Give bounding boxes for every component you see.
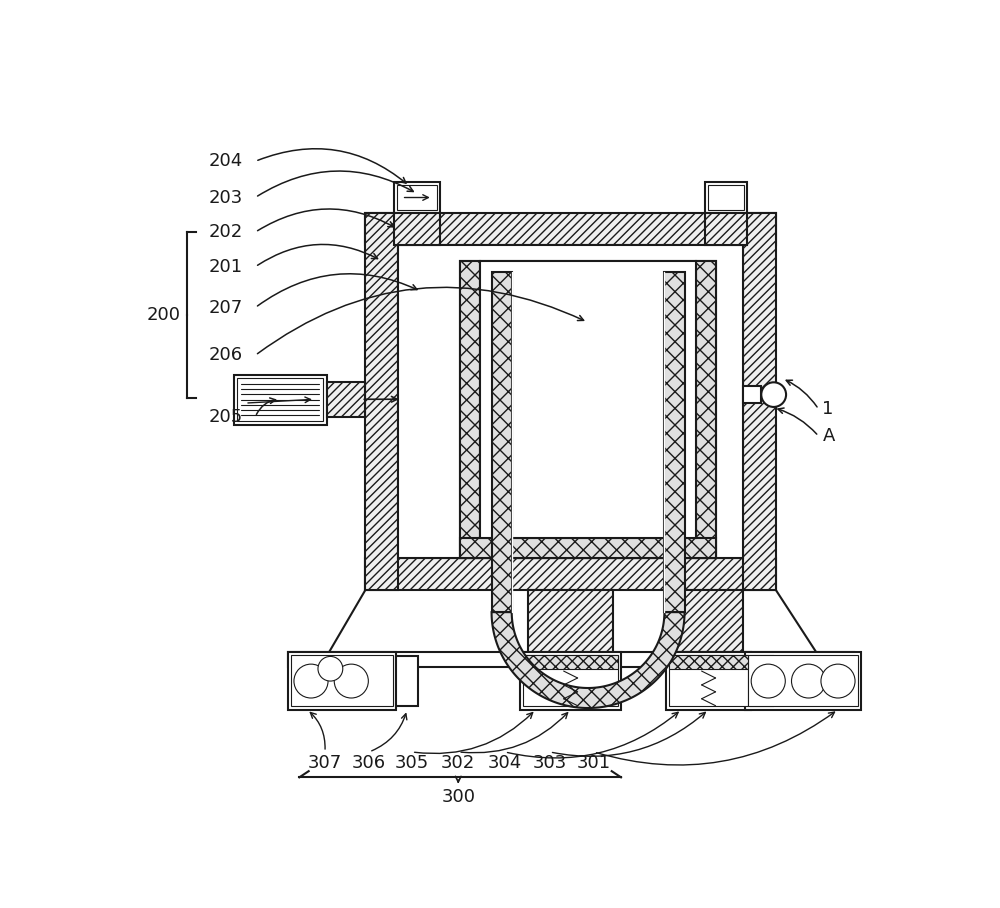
Bar xyxy=(666,652,751,709)
Bar xyxy=(291,655,393,706)
Bar xyxy=(398,245,743,558)
Bar xyxy=(751,656,773,706)
Bar xyxy=(669,655,748,706)
Circle shape xyxy=(334,664,368,698)
Bar xyxy=(394,212,440,245)
Bar xyxy=(748,655,858,706)
Circle shape xyxy=(751,664,785,698)
Text: 307: 307 xyxy=(308,755,342,773)
Text: 306: 306 xyxy=(352,755,386,773)
Bar xyxy=(708,185,744,210)
Text: 204: 204 xyxy=(209,153,243,171)
Bar xyxy=(520,652,621,709)
Bar xyxy=(480,261,696,538)
Circle shape xyxy=(318,656,343,681)
Bar xyxy=(743,386,761,403)
Text: 200: 200 xyxy=(147,306,181,324)
Text: 300: 300 xyxy=(441,787,475,805)
Text: 203: 203 xyxy=(209,189,243,206)
Bar xyxy=(523,655,618,706)
Bar xyxy=(288,652,528,667)
Bar xyxy=(288,652,396,709)
Bar xyxy=(743,212,776,590)
Bar xyxy=(394,183,440,212)
Text: 304: 304 xyxy=(488,755,522,773)
Text: 1: 1 xyxy=(822,400,834,419)
Text: 302: 302 xyxy=(441,755,475,773)
Text: 206: 206 xyxy=(209,346,243,364)
Text: 202: 202 xyxy=(209,223,243,242)
Bar xyxy=(365,212,776,245)
Bar xyxy=(365,558,776,590)
Bar xyxy=(674,590,743,652)
Circle shape xyxy=(761,382,786,407)
Bar xyxy=(696,261,716,558)
Bar xyxy=(460,261,480,558)
Text: 201: 201 xyxy=(209,258,243,276)
Polygon shape xyxy=(492,612,685,708)
Bar xyxy=(365,212,398,590)
Bar xyxy=(460,261,716,558)
Circle shape xyxy=(821,664,855,698)
Bar xyxy=(396,656,418,706)
Bar xyxy=(234,375,326,425)
Bar xyxy=(705,212,747,245)
Circle shape xyxy=(792,664,826,698)
Bar xyxy=(613,652,854,667)
Text: A: A xyxy=(822,427,835,445)
Bar xyxy=(397,185,437,210)
Bar xyxy=(669,655,748,669)
Text: 205: 205 xyxy=(209,408,243,426)
Bar xyxy=(326,382,365,417)
Circle shape xyxy=(294,664,328,698)
Bar xyxy=(492,272,512,612)
Text: 207: 207 xyxy=(209,299,243,317)
Bar xyxy=(237,379,323,420)
Bar xyxy=(705,183,747,212)
Text: 305: 305 xyxy=(395,755,429,773)
Bar xyxy=(528,590,613,652)
Bar xyxy=(523,655,618,669)
Bar xyxy=(745,652,861,709)
Text: 301: 301 xyxy=(577,755,611,773)
Bar xyxy=(664,272,685,612)
Text: 303: 303 xyxy=(533,755,567,773)
Bar xyxy=(460,538,716,558)
